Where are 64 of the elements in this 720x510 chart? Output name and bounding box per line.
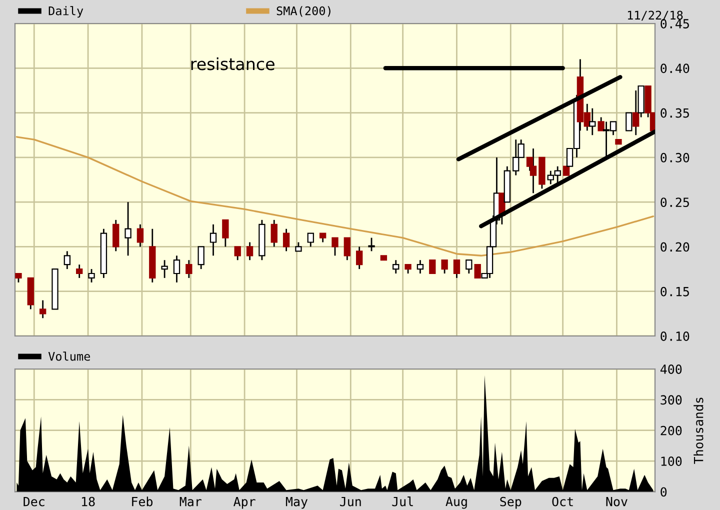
text: 11/22/18 xyxy=(628,10,683,21)
candlestick xyxy=(307,232,314,248)
candlestick xyxy=(124,201,132,256)
y-tick-label: 400 xyxy=(660,364,682,374)
candlestick xyxy=(530,148,537,194)
y-tick-label: 0.20 xyxy=(660,242,690,252)
candlestick xyxy=(64,250,71,270)
candlestick xyxy=(626,112,632,132)
line-series xyxy=(16,136,654,256)
y-tick-label: 0 xyxy=(660,487,667,497)
candlestick xyxy=(416,259,424,274)
candlestick xyxy=(368,237,375,252)
candlestick xyxy=(136,224,144,248)
candlestick xyxy=(161,259,168,279)
y-tick-label: 100 xyxy=(661,456,682,466)
legend-label: SMA(200) xyxy=(276,6,330,17)
y-tick-label: 0.15 xyxy=(660,286,689,296)
y-tick-label: 0.30 xyxy=(660,152,690,162)
x-tick-label: Aug xyxy=(446,496,467,509)
x-tick-label: Feb xyxy=(132,496,153,506)
y-tick-label: 0.25 xyxy=(660,198,689,208)
candlestick xyxy=(270,219,278,248)
candlestick xyxy=(344,237,351,261)
candlestick xyxy=(112,219,120,252)
candlestick xyxy=(453,259,460,279)
candlestick xyxy=(466,259,472,274)
y-tick-label: 0.40 xyxy=(660,64,690,74)
candlestick xyxy=(429,260,436,274)
candlestick xyxy=(474,264,481,279)
x-tick-label: Mar xyxy=(180,497,202,506)
candlestick xyxy=(282,228,290,252)
legend-label: Daily xyxy=(48,6,84,18)
candlestick xyxy=(76,264,83,279)
candlestick xyxy=(88,268,95,284)
y-tick-label: 200 xyxy=(660,426,682,436)
candlestick xyxy=(441,259,448,274)
y-tick-label: 300 xyxy=(660,395,682,405)
candlestick xyxy=(222,219,229,248)
x-tick-label: Jul xyxy=(392,496,413,506)
x-tick-label: May xyxy=(286,497,308,509)
candlestick xyxy=(332,237,338,256)
y-axis-title: Thousands xyxy=(694,398,704,464)
candlestick xyxy=(356,246,363,270)
candlestick xyxy=(39,300,46,319)
x-tick-label: Dec xyxy=(24,497,44,506)
candlestick xyxy=(234,246,241,261)
x-tick-label: Nov xyxy=(606,497,628,506)
x-tick-label: Jun xyxy=(340,497,361,506)
y-tick-label: 0.45 xyxy=(660,19,689,28)
annotation: resistance xyxy=(191,57,274,70)
y-tick-label: 0.10 xyxy=(660,332,690,341)
x-tick-label: 18 xyxy=(82,496,95,506)
x-tick-label: Oct xyxy=(552,496,573,506)
x-tick-label: Apr xyxy=(234,497,256,509)
candlestick xyxy=(589,108,596,136)
candlestick xyxy=(246,242,254,261)
candlestick xyxy=(392,259,400,274)
legend-label: Volume xyxy=(48,352,90,361)
candlestick xyxy=(198,246,204,270)
candlestick xyxy=(173,254,180,284)
candlestick xyxy=(186,259,192,279)
x-tick-label: Sep xyxy=(500,496,522,509)
candlestick xyxy=(210,224,217,256)
y-tick-label: 0.35 xyxy=(660,108,689,118)
